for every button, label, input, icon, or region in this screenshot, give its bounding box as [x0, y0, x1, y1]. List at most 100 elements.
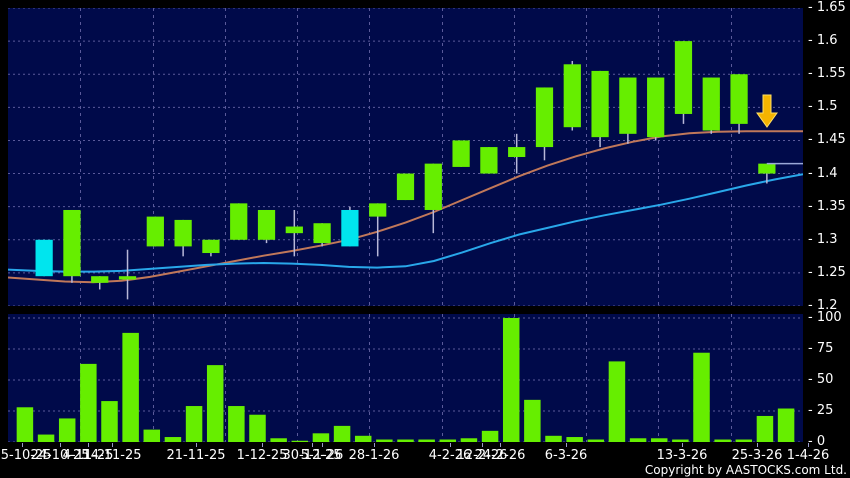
price-chart-canvas[interactable]: [8, 8, 803, 306]
price-axis-tick: - 1.2: [808, 298, 838, 313]
candlestick: [396, 173, 415, 201]
candlestick: [257, 209, 276, 244]
volume-bar: [16, 407, 34, 442]
candle-body: [35, 239, 53, 277]
date-axis-tick: 21-11-25: [166, 448, 226, 463]
price-axis-tick: - 1.3: [808, 231, 838, 247]
candlestick: [63, 209, 81, 283]
date-axis-tick: 6-3-26: [544, 448, 588, 463]
volume-chart-canvas[interactable]: [8, 314, 803, 442]
volume-bar: [185, 406, 203, 442]
candle-body: [285, 226, 303, 234]
volume-chart-panel[interactable]: [8, 314, 803, 442]
volume-bar: [672, 439, 689, 442]
volume-bar: [354, 435, 372, 442]
volume-axis-tick: - 0: [808, 434, 826, 449]
volume-bar: [524, 399, 541, 442]
volume-bar: [439, 439, 457, 442]
volume-bar: [58, 418, 76, 442]
volume-bar: [101, 401, 118, 442]
candlestick: [730, 74, 748, 134]
candle-body: [396, 173, 415, 201]
candle-body: [341, 209, 359, 247]
date-axis-tick-mark: [60, 443, 61, 447]
volume-bar: [291, 440, 309, 442]
candlestick: [508, 133, 526, 174]
candlestick: [619, 77, 637, 144]
candle-body: [758, 163, 776, 174]
candlestick: [202, 239, 220, 257]
volume-bar: [756, 415, 774, 442]
candle-body: [452, 140, 470, 167]
date-axis-tick-mark: [22, 443, 23, 447]
volume-bar: [418, 439, 435, 442]
candle-body: [424, 163, 442, 210]
date-axis-tick-mark: [500, 443, 501, 447]
candle-body: [202, 239, 220, 254]
volume-bar: [735, 439, 753, 442]
candlestick: [563, 60, 581, 131]
date-axis-tick-mark: [566, 443, 567, 447]
price-chart-panel[interactable]: [8, 8, 803, 306]
candle-body: [63, 209, 81, 277]
date-axis-tick-mark: [450, 443, 451, 447]
candle-body: [591, 70, 609, 138]
date-axis-tick-mark: [374, 443, 375, 447]
price-axis-tick: - 1.65: [808, 0, 846, 15]
candlestick: [758, 163, 776, 184]
date-axis-tick-mark: [482, 443, 483, 447]
candlestick: [285, 209, 303, 257]
down-arrow-marker-icon: [755, 93, 778, 129]
volume-bar: [143, 429, 161, 442]
candlestick: [146, 216, 164, 247]
candle-body: [619, 77, 637, 134]
volume-bar: [481, 430, 499, 442]
volume-bar: [376, 439, 393, 442]
date-axis-tick: 12-2-26: [456, 448, 508, 463]
price-axis-tick: - 1.5: [808, 99, 838, 115]
candlestick: [535, 87, 554, 161]
volume-bar: [608, 361, 626, 442]
candle-body: [369, 203, 387, 217]
volume-bar: [777, 408, 795, 442]
candlestick: [313, 223, 331, 247]
candlestick: [591, 70, 609, 148]
date-axis-tick-mark: [757, 443, 758, 447]
volume-bar: [270, 438, 287, 442]
date-axis-tick-mark: [196, 443, 197, 447]
date-axis-tick: 24-10-25: [30, 448, 90, 463]
date-axis-tick: 24-2-26: [474, 448, 526, 463]
volume-axis-tick: - 100: [808, 310, 842, 325]
candle-body: [480, 147, 498, 174]
date-axis-tick: 1-12-25: [236, 448, 288, 463]
volume-bar: [164, 437, 182, 442]
volume-bar: [333, 425, 351, 442]
volume-bar: [545, 435, 562, 442]
candle-body: [563, 64, 581, 128]
date-axis-tick-mark: [262, 443, 263, 447]
date-axis-tick: 13-3-26: [656, 448, 708, 463]
candle-body: [313, 223, 331, 244]
date-axis-tick: 15-10-25: [0, 448, 52, 463]
volume-axis-tick: - 75: [808, 341, 834, 356]
volume-axis-tick: - 25: [808, 403, 834, 418]
candlestick: [480, 147, 498, 174]
date-axis-tick: 5-1-26: [300, 448, 344, 463]
candlestick: [341, 206, 359, 247]
candlestick: [35, 239, 53, 277]
date-axis-tick: 14-11-25: [82, 448, 142, 463]
moving-average-line: [8, 173, 803, 273]
volume-bar: [228, 406, 245, 442]
price-axis-tick: - 1.45: [808, 132, 846, 148]
candle-body: [118, 276, 137, 280]
date-axis-tick: 4-2-26: [428, 448, 472, 463]
date-axis-tick-mark: [322, 443, 323, 447]
date-axis-tick: 28-1-26: [348, 448, 400, 463]
volume-bar: [37, 434, 55, 442]
copyright-notice: Copyright by AASTOCKS.com Ltd.: [644, 463, 847, 477]
candle-body: [730, 74, 748, 124]
candle-body: [508, 147, 526, 157]
volume-axis-tick: - 50: [808, 372, 834, 387]
volume-bar: [397, 439, 414, 442]
